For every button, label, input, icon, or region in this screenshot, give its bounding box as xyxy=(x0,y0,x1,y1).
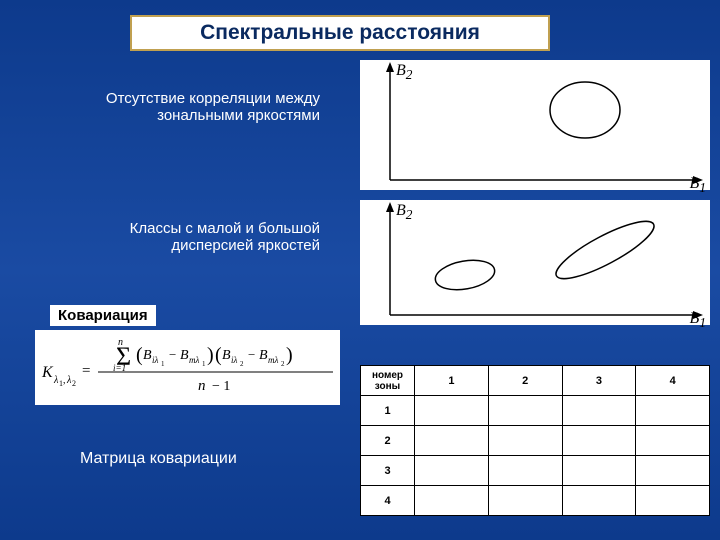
caption2-l1: Классы с малой и большой xyxy=(130,220,320,237)
plot-no-correlation: B2 B1 xyxy=(360,60,710,190)
caption2-l2: дисперсией яркостей xyxy=(171,237,320,254)
table-col-4: 4 xyxy=(636,366,710,396)
svg-text:n: n xyxy=(118,337,123,348)
svg-text:2: 2 xyxy=(240,360,244,368)
table-row-1: 1 xyxy=(361,396,415,426)
matrix-label: Матрица ковариации xyxy=(80,450,237,468)
svg-text:−: − xyxy=(248,347,255,362)
svg-text:− 1: − 1 xyxy=(212,379,230,394)
table-col-2: 2 xyxy=(488,366,562,396)
table-row-2: 2 xyxy=(361,426,415,456)
slide-title: Спектральные расстояния xyxy=(130,15,550,51)
svg-text:B: B xyxy=(143,348,152,363)
caption-dispersion: Классы с малой и большой дисперсией ярко… xyxy=(20,220,320,254)
svg-text:K: K xyxy=(41,364,54,381)
svg-text:): ) xyxy=(286,344,293,366)
caption-no-correlation: Отсутствие корреляции между зональными я… xyxy=(20,90,320,124)
plot1-svg xyxy=(360,60,710,190)
caption1-l2: зональными яркостями xyxy=(157,107,320,124)
table-corner: номер зоны xyxy=(361,366,415,396)
svg-text:B: B xyxy=(222,348,231,363)
caption1-l1: Отсутствие корреляции между xyxy=(106,90,320,107)
svg-text:(: ( xyxy=(136,344,143,366)
table-row-4: 4 xyxy=(361,486,415,516)
plot2-svg xyxy=(360,200,710,325)
svg-text:i=1: i=1 xyxy=(113,363,126,373)
covariance-formula: K λ 1 , λ 2 = Σ n i=1 ( B iλ 1 − B mλ 1 … xyxy=(35,330,340,405)
svg-text:iλ: iλ xyxy=(152,355,159,365)
svg-text:n: n xyxy=(198,378,206,394)
svg-text:mλ: mλ xyxy=(189,355,199,365)
svg-text:iλ: iλ xyxy=(231,355,238,365)
table-col-3: 3 xyxy=(562,366,636,396)
table-col-1: 1 xyxy=(415,366,489,396)
svg-text:,: , xyxy=(63,375,66,386)
covariance-heading: Ковариация xyxy=(50,305,156,326)
svg-text:=: = xyxy=(82,363,90,379)
svg-text:(: ( xyxy=(215,344,222,366)
table-row-3: 3 xyxy=(361,456,415,486)
svg-text:2: 2 xyxy=(281,360,285,368)
plot1-xlabel: B1 xyxy=(690,175,706,196)
svg-text:B: B xyxy=(180,348,189,363)
svg-text:): ) xyxy=(207,344,214,366)
plot-dispersion: B2 B1 xyxy=(360,200,710,325)
svg-text:−: − xyxy=(169,347,176,362)
plot1-ylabel: B2 xyxy=(396,62,412,83)
svg-text:1: 1 xyxy=(202,360,206,368)
svg-text:B: B xyxy=(259,348,268,363)
covariance-matrix-table: номер зоны 1 2 3 4 1 2 3 4 xyxy=(360,365,710,516)
svg-text:1: 1 xyxy=(161,360,165,368)
plot2-xlabel: B1 xyxy=(690,310,706,331)
svg-text:2: 2 xyxy=(72,379,76,388)
plot2-ylabel: B2 xyxy=(396,202,412,223)
svg-text:mλ: mλ xyxy=(268,355,278,365)
